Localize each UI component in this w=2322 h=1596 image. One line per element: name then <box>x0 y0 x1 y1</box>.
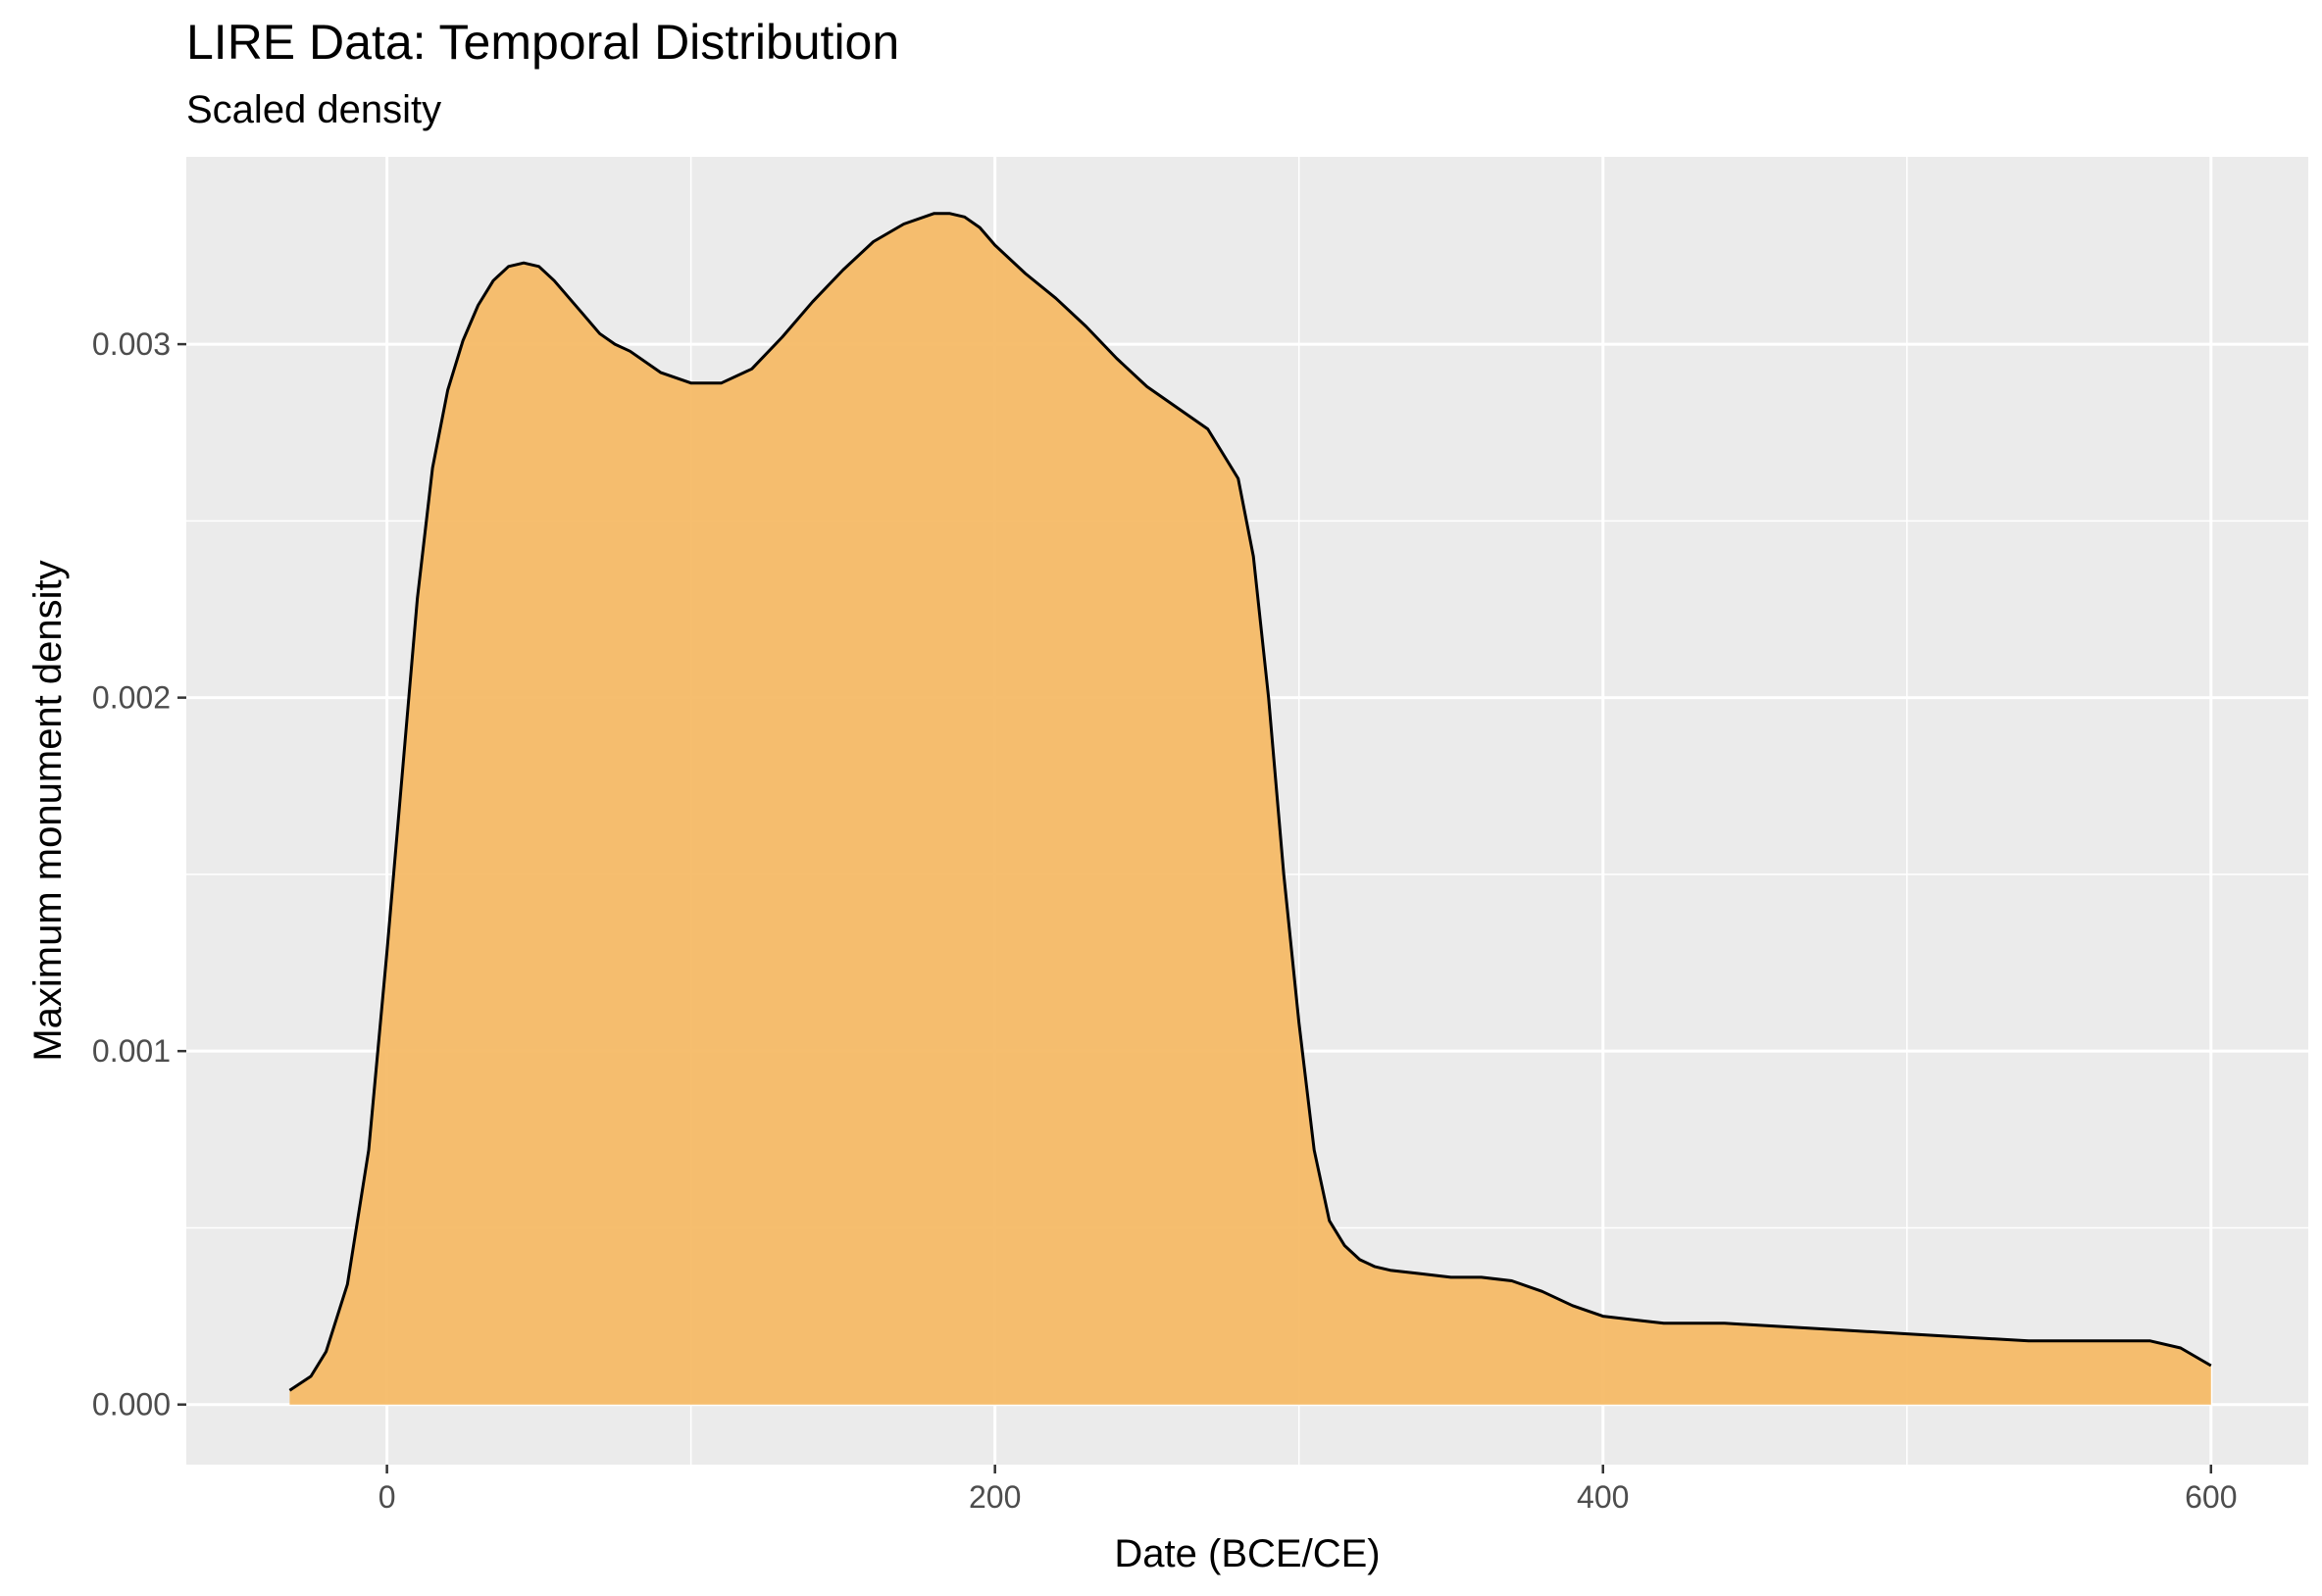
y-axis-title: Maximum monument density <box>26 560 70 1061</box>
x-tick-label: 600 <box>2185 1479 2237 1515</box>
x-tick-label: 200 <box>969 1479 1021 1515</box>
y-tick-label: 0.002 <box>92 680 171 716</box>
x-axis: 0 200 400 600 <box>379 1465 2237 1515</box>
x-tick-label: 0 <box>379 1479 396 1515</box>
y-axis: 0.000 0.001 0.002 0.003 <box>92 326 186 1422</box>
density-line <box>288 212 2212 1392</box>
y-tick-label: 0.001 <box>92 1033 171 1069</box>
density-area <box>289 213 2211 1405</box>
chart-title: LIRE Data: Temporal Distribution <box>186 15 900 70</box>
y-tick-label: 0.000 <box>92 1387 171 1422</box>
x-axis-title: Date (BCE/CE) <box>1114 1532 1380 1575</box>
x-tick-label: 400 <box>1577 1479 1629 1515</box>
chart-subtitle: Scaled density <box>186 88 442 131</box>
y-tick-label: 0.003 <box>92 326 171 362</box>
